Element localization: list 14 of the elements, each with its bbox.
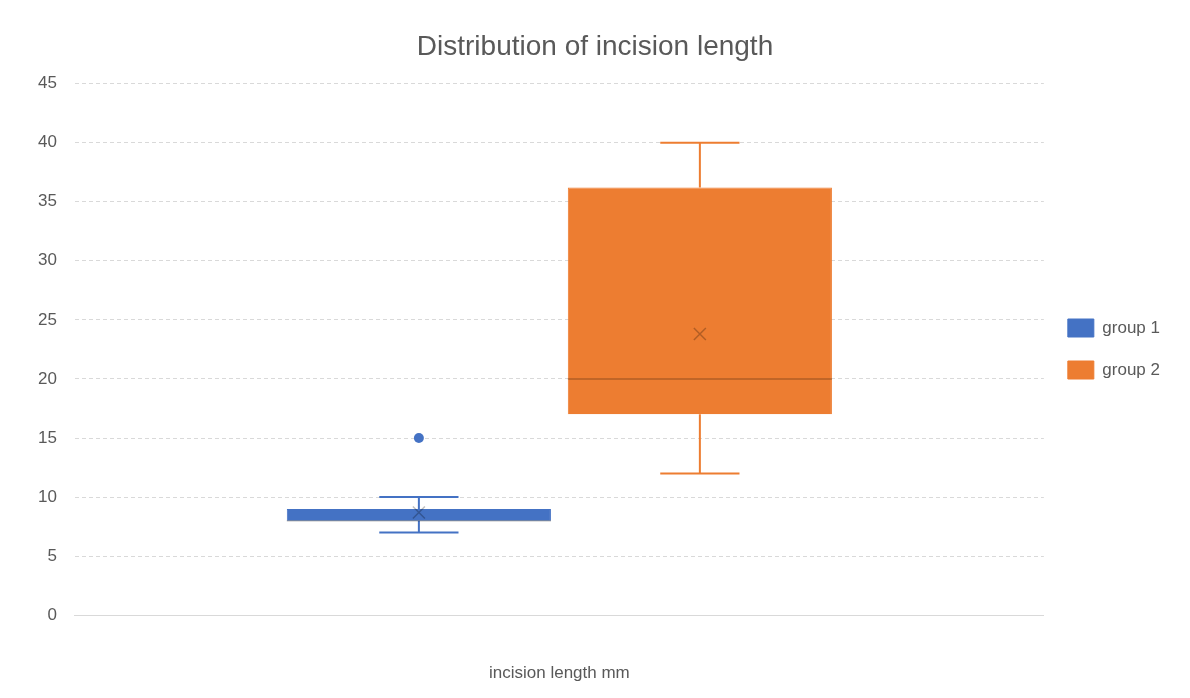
chart-title: Distribution of incision length xyxy=(416,29,774,61)
y-tick-label: 5 xyxy=(47,545,57,565)
legend-label: group 2 xyxy=(1102,359,1161,379)
y-tick-label: 20 xyxy=(37,368,57,388)
y-tick-label: 45 xyxy=(37,73,57,93)
y-tick-label: 25 xyxy=(37,309,57,329)
y-tick-label: 0 xyxy=(47,604,57,624)
legend-label: group 1 xyxy=(1102,317,1161,337)
y-tick-label: 15 xyxy=(37,427,57,447)
y-tick-label: 30 xyxy=(37,250,57,270)
x-axis-title: incision length mm xyxy=(488,663,630,683)
y-tick-label: 10 xyxy=(37,486,57,506)
y-tick-label: 40 xyxy=(37,132,57,152)
y-tick-label: 35 xyxy=(37,191,57,211)
